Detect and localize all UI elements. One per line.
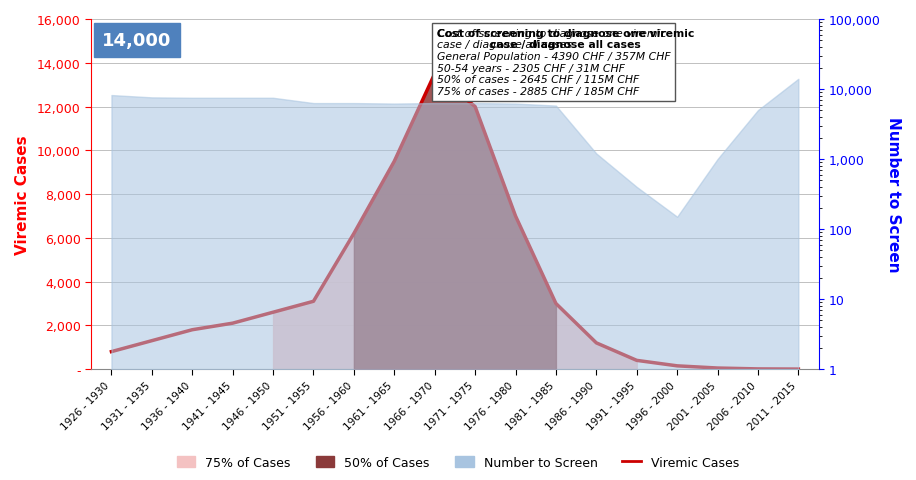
Text: 14,000: 14,000 xyxy=(103,32,171,50)
Text: Cost of screening to diagnose one viremic
case / diagnose all cases
General Popu: Cost of screening to diagnose one viremi… xyxy=(437,29,671,96)
Y-axis label: Number to Screen: Number to Screen xyxy=(886,117,901,272)
Legend: 75% of Cases, 50% of Cases, Number to Screen, Viremic Cases: 75% of Cases, 50% of Cases, Number to Sc… xyxy=(171,451,745,474)
Y-axis label: Viremic Cases: Viremic Cases xyxy=(15,135,30,254)
Text: Cost of screening to diagnose one viremic
case / diagnose all cases: Cost of screening to diagnose one viremi… xyxy=(437,29,694,50)
